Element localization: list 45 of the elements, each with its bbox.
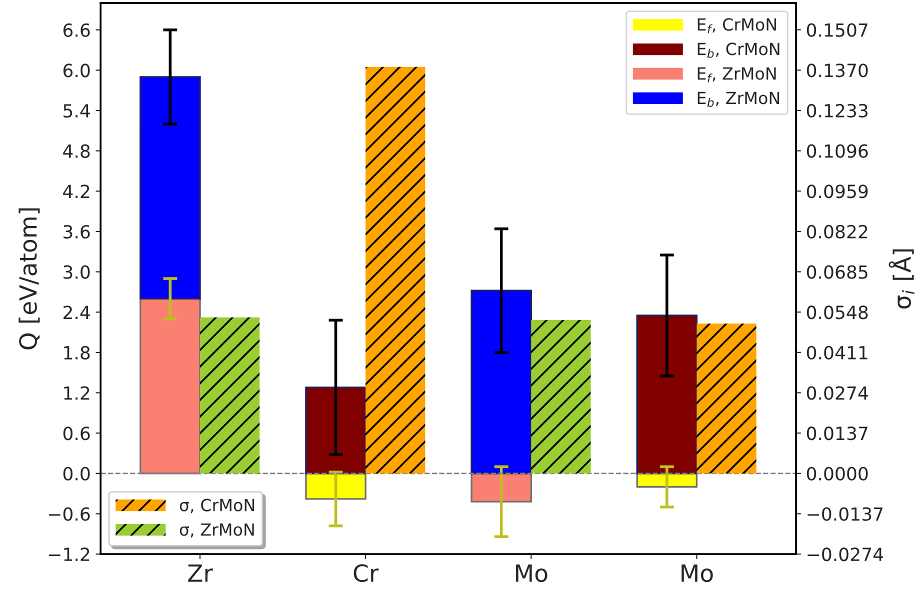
y-tick-label: 1.8 [64,346,90,360]
bar [470,472,532,502]
legend-label: E$_{b}$, ZrMoN [698,92,780,107]
y2-tick-label: 0.0822 [806,224,868,239]
y-axis-title: Q [eV/atom] [18,208,40,350]
y2-tick-label: −0.0137 [808,507,883,521]
y2-tick-label: 0.0000 [806,466,868,481]
y-tick-label: 6.0 [63,64,90,78]
y2-tick-label: 0.1507 [806,23,868,37]
y-tick-label: 5.4 [64,104,90,118]
bar [305,386,366,474]
y2-tick-label: 0.0548 [806,306,868,320]
y2-tick-label: 0.1233 [806,104,868,118]
y-tick-label: 1.2 [64,386,90,400]
bar [140,76,201,300]
y-tick-label: 6.6 [63,23,90,37]
x-tick-label: Mo [516,564,548,582]
y2-tick-label: 0.0411 [806,346,868,360]
y2-tick-label: 0.1096 [806,144,868,158]
y-tick-label: 4.8 [63,144,90,158]
y-tick-label: 0.0 [63,466,90,481]
y-tick-label: −1.2 [48,548,90,561]
y2-tick-label: 0.1370 [806,64,868,78]
x-tick-label: Zr [188,564,213,582]
y-tick-label: 3.0 [64,265,90,279]
y-tick-label: 0.6 [63,426,90,440]
y2-tick-label: 0.0137 [806,426,868,440]
legend-label: σ, CrMoN [180,498,254,514]
y-tick-label: 2.4 [64,306,90,319]
bar [366,66,426,474]
bar [305,472,366,500]
legend-label: σ, ZrMoN [180,523,254,538]
y2-axis-title: σ$_{i}$ [Å] [888,249,915,309]
legend-label: E$_{f}$, CrMoN [698,18,776,34]
y2-tick-label: −0.0274 [808,548,884,562]
y2-tick-label: 0.0685 [806,265,868,279]
legend-label: E$_{b}$, CrMoN [698,42,780,58]
x-tick-label: Cr [354,564,379,582]
y2-tick-label: 0.0959 [806,184,868,198]
y-tick-label: 4.2 [63,184,90,198]
legend-label: E$_{f}$, ZrMoN [698,67,776,82]
y-tick-label: −0.6 [48,507,90,521]
y2-tick-label: 0.0274 [806,386,868,400]
x-tick-label: Mo [682,564,713,582]
y-tick-label: 3.6 [64,224,90,239]
